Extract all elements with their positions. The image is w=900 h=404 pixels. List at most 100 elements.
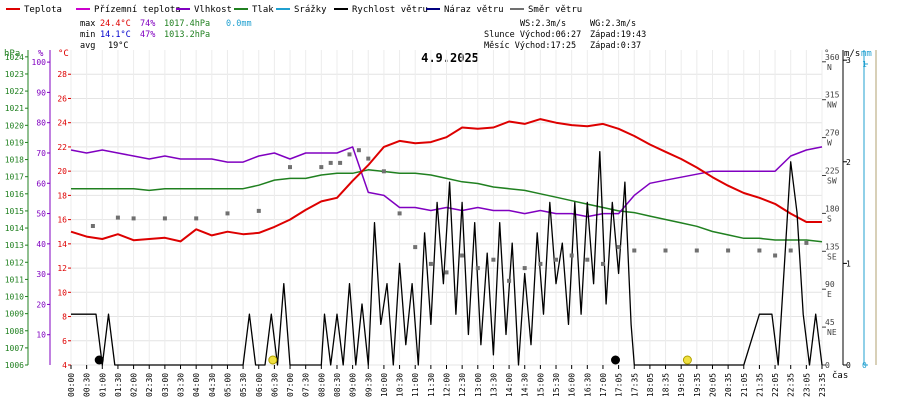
tick-label-time: 20:35 xyxy=(724,373,733,397)
wind-direction-point xyxy=(804,240,809,245)
wind-direction-point xyxy=(507,278,512,283)
tick-label-ms: 2 xyxy=(846,158,851,167)
tick-label-mm: 0 xyxy=(862,361,867,370)
wind-direction-point xyxy=(444,270,449,275)
tick-label-time: 06:30 xyxy=(270,373,279,397)
tick-label-time: 04:30 xyxy=(208,373,217,397)
tick-label-time: 22:35 xyxy=(787,373,796,397)
tick-label-time: 01:30 xyxy=(114,373,123,397)
legend-label-tlak: Tlak xyxy=(252,5,274,15)
tick-label-time: 10:30 xyxy=(396,373,405,397)
markers-layer xyxy=(94,355,692,365)
tick-label-time: 13:00 xyxy=(474,373,483,397)
tick-label-time: 13:30 xyxy=(489,373,498,397)
info-sun-rise: Slunce Východ:06:27 xyxy=(484,30,581,40)
legend-label-teplota: Teplota xyxy=(24,5,62,15)
legend-label-prizemni: Přízemní teplota xyxy=(94,5,181,15)
stat-min-press: 1013.2hPa xyxy=(164,30,210,40)
tick-label-time: 09:00 xyxy=(349,373,358,397)
wind-direction-point xyxy=(460,253,465,258)
tick-label-press: 1024 xyxy=(5,53,24,62)
tick-label-time: 23:35 xyxy=(818,373,827,397)
wind-direction-point xyxy=(328,160,333,165)
wind-direction-point xyxy=(694,248,699,253)
tick-label-press: 1015 xyxy=(5,207,24,216)
tick-label-time: 00:30 xyxy=(83,373,92,397)
tick-label-press: 1022 xyxy=(5,87,24,96)
tick-label-ms: 3 xyxy=(846,56,851,65)
tick-label-dir: 270 xyxy=(825,129,840,138)
tick-label-press: 1012 xyxy=(5,258,24,267)
tick-label-press: 1018 xyxy=(5,156,24,165)
info-block: WS:2.3m/s WG:2.3m/s Slunce Východ:06:27 … xyxy=(484,19,646,51)
sun-rise-marker xyxy=(268,355,278,365)
stat-avg-temp: 19°C xyxy=(108,41,128,51)
stat-max-rain: 0.0mm xyxy=(226,19,252,29)
tick-label-pct: 100 xyxy=(32,58,47,67)
tick-label-time: 08:00 xyxy=(317,373,326,397)
wind-direction-point xyxy=(288,165,292,170)
wind-direction-point xyxy=(585,257,590,262)
tick-label-time: 00:00 xyxy=(67,373,76,397)
stat-max-temp: 24.4°C xyxy=(100,19,131,29)
tick-label-dir: 90 xyxy=(825,280,835,289)
tick-label-time: 19:05 xyxy=(677,373,686,397)
wind-direction-point xyxy=(491,257,496,262)
tick-label-time: 16:30 xyxy=(583,373,592,397)
unit-ms: m/s xyxy=(844,49,860,59)
wind-direction-point xyxy=(726,248,731,253)
moon-rise-marker xyxy=(611,355,620,365)
wind-direction-point xyxy=(569,253,574,258)
tick-label-temp: 12 xyxy=(57,264,67,273)
info-ws: WS:2.3m/s xyxy=(520,19,566,29)
tick-label-time: 23:05 xyxy=(802,373,811,397)
tick-label-time: 11:00 xyxy=(411,373,420,397)
tick-label-pct: 90 xyxy=(36,88,46,97)
tick-label-press: 1020 xyxy=(5,121,24,130)
tick-label-time: 21:35 xyxy=(755,373,764,397)
wind-direction-point xyxy=(538,261,543,266)
tick-label-time: 18:05 xyxy=(646,373,655,397)
tick-label-press: 1014 xyxy=(5,224,24,233)
tick-label-temp: 4 xyxy=(62,361,67,370)
wind-direction-point xyxy=(381,169,386,174)
wind-direction-point xyxy=(356,148,361,153)
tick-label-pct: 50 xyxy=(36,210,46,219)
unit-time: čas xyxy=(832,370,848,381)
wind-direction-point xyxy=(90,224,95,228)
wind-direction-point xyxy=(338,160,343,165)
tick-label-time: 03:00 xyxy=(161,373,170,397)
tick-label-time: 08:30 xyxy=(333,373,342,397)
series-pressure-line xyxy=(71,169,823,243)
tick-label-dir: 45 xyxy=(825,318,835,327)
sun-set-marker xyxy=(682,355,692,365)
wind-direction-point xyxy=(616,245,621,250)
tick-label-dir: 315 xyxy=(825,91,840,100)
tick-label-temp: 26 xyxy=(57,94,67,103)
tick-label-temp: 20 xyxy=(57,167,67,176)
tick-label-time: 22:05 xyxy=(771,373,780,397)
legend-label-rychlost: Rychlost větru xyxy=(352,5,428,15)
tick-label-time: 14:30 xyxy=(521,373,530,397)
tick-label-time: 18:35 xyxy=(662,373,671,397)
tick-label-dir: 180 xyxy=(825,204,840,213)
tick-label-press: 1007 xyxy=(5,344,24,353)
stat-max-hum: 74% xyxy=(140,19,155,29)
tick-label-press: 1011 xyxy=(5,275,24,284)
tick-label-ms: 1 xyxy=(846,259,851,268)
tick-label-press: 1019 xyxy=(5,138,24,147)
tick-label-dir-name: SE xyxy=(827,252,837,261)
wind-direction-point xyxy=(554,257,558,262)
wind-direction-point xyxy=(115,215,120,220)
tick-label-time: 05:30 xyxy=(239,373,248,397)
tick-label-press: 1008 xyxy=(5,327,24,336)
tick-label-time: 17:00 xyxy=(599,373,608,397)
wind-direction-point xyxy=(428,261,433,266)
stat-min-temp: 14.1°C xyxy=(100,30,131,40)
tick-label-pct: 30 xyxy=(36,270,46,279)
tick-label-temp: 6 xyxy=(62,337,67,346)
info-wg: WG:2.3m/s xyxy=(590,19,636,29)
legend-label-smer: Směr větru xyxy=(528,5,582,15)
tick-label-time: 01:00 xyxy=(98,373,107,397)
tick-label-time: 21:05 xyxy=(740,373,749,397)
